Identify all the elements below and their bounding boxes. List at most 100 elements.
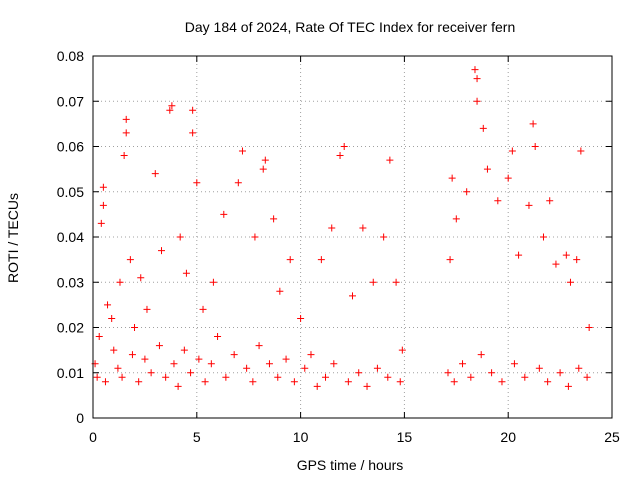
data-point xyxy=(467,373,475,381)
data-point xyxy=(539,233,547,241)
data-point xyxy=(398,346,406,354)
data-point xyxy=(363,382,371,390)
data-point xyxy=(386,156,394,164)
data-point xyxy=(118,373,126,381)
data-point xyxy=(97,219,105,227)
data-point xyxy=(122,115,130,123)
data-point xyxy=(251,233,259,241)
data-point xyxy=(392,278,400,286)
data-point xyxy=(471,66,479,74)
data-point xyxy=(577,147,585,155)
data-point xyxy=(546,197,554,205)
data-point xyxy=(396,378,404,386)
data-point xyxy=(301,364,309,372)
data-point xyxy=(515,251,523,259)
data-point xyxy=(189,106,197,114)
y-tick-label: 0 xyxy=(76,410,84,426)
data-point xyxy=(180,346,188,354)
data-point xyxy=(359,224,367,232)
data-point xyxy=(195,355,203,363)
data-point xyxy=(452,215,460,223)
data-point xyxy=(265,360,273,368)
y-tick-label: 0.06 xyxy=(57,139,84,155)
data-point xyxy=(189,129,197,137)
axis-ticks: 0 0.01 0.02 0.03 0.04 0.05 0.06 0.07 0.08 0 5 10 15 2… xyxy=(57,48,620,445)
data-point xyxy=(255,342,263,350)
data-point xyxy=(444,369,452,377)
data-point xyxy=(488,369,496,377)
data-point xyxy=(525,201,533,209)
data-point xyxy=(566,278,574,286)
data-point xyxy=(585,324,593,331)
data-point xyxy=(259,165,267,173)
data-point xyxy=(313,382,321,390)
data-point xyxy=(168,102,176,110)
data-point xyxy=(249,378,257,386)
data-point xyxy=(463,188,471,196)
data-point xyxy=(238,147,246,155)
data-point xyxy=(459,360,467,368)
y-tick-label: 0.04 xyxy=(57,229,84,245)
data-point xyxy=(276,287,284,295)
data-point xyxy=(166,106,174,114)
data-point xyxy=(564,382,572,390)
data-point xyxy=(158,247,166,255)
data-point xyxy=(369,278,377,286)
data-point xyxy=(131,324,139,331)
data-point xyxy=(230,351,238,359)
data-point xyxy=(450,378,458,386)
data-point xyxy=(176,233,184,241)
data-point xyxy=(104,301,112,309)
data-point xyxy=(544,378,552,386)
data-point xyxy=(135,378,143,386)
data-point xyxy=(182,269,190,277)
data-point xyxy=(151,170,159,178)
data-point xyxy=(344,378,352,386)
data-point xyxy=(114,364,122,372)
data-point xyxy=(552,260,560,268)
data-point xyxy=(349,292,356,300)
x-tick-label: 15 xyxy=(397,429,413,445)
data-point xyxy=(93,373,101,381)
data-point xyxy=(380,233,388,241)
data-point xyxy=(99,183,107,191)
data-point xyxy=(108,314,116,322)
data-point xyxy=(384,373,392,381)
data-point xyxy=(290,378,298,386)
y-tick-label: 0.08 xyxy=(57,48,84,64)
data-point xyxy=(116,278,124,286)
data-point xyxy=(99,201,107,209)
grid xyxy=(93,56,612,418)
data-point xyxy=(126,256,134,264)
data-point xyxy=(535,364,543,372)
data-point xyxy=(510,360,518,368)
x-tick-label: 5 xyxy=(193,429,201,445)
data-point xyxy=(274,373,282,381)
data-point xyxy=(355,369,363,377)
data-point xyxy=(473,97,481,105)
data-point xyxy=(120,152,128,160)
data-point xyxy=(498,378,506,386)
data-point xyxy=(297,314,305,322)
data-point xyxy=(307,351,315,359)
x-tick-label: 25 xyxy=(604,429,620,445)
data-point xyxy=(222,373,230,381)
data-point xyxy=(137,274,145,282)
data-point xyxy=(330,360,338,368)
data-point xyxy=(531,143,539,150)
data-point xyxy=(317,256,325,264)
data-point xyxy=(521,373,529,381)
data-point xyxy=(270,215,278,223)
y-tick-label: 0.07 xyxy=(57,93,84,109)
data-point xyxy=(209,278,217,286)
data-points xyxy=(91,66,593,390)
y-tick-label: 0.03 xyxy=(57,274,84,290)
data-point xyxy=(504,174,512,182)
data-point xyxy=(573,256,581,264)
data-point xyxy=(322,373,330,381)
data-point xyxy=(243,364,251,372)
data-point xyxy=(155,342,163,350)
data-point xyxy=(101,378,109,386)
data-point xyxy=(483,165,491,173)
